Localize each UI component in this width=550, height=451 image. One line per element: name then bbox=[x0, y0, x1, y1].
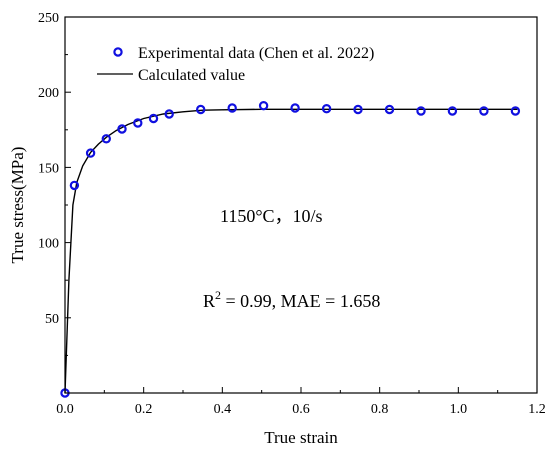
x-axis-title: True strain bbox=[264, 428, 338, 447]
experimental-data-point bbox=[321, 103, 332, 114]
legend-label-calculated: Calculated value bbox=[138, 67, 245, 84]
x-tick-label: 1.2 bbox=[528, 402, 546, 417]
experimental-data-point bbox=[510, 106, 521, 116]
x-tick-label: 0.4 bbox=[214, 402, 232, 417]
legend-label-experimental: Experimental data (Chen et al. 2022) bbox=[138, 45, 374, 62]
x-tick-label: 0.2 bbox=[135, 402, 153, 417]
experimental-data-point bbox=[479, 106, 489, 116]
y-tick-label: 150 bbox=[38, 161, 59, 176]
experimental-data-point bbox=[227, 103, 237, 113]
x-tick-label: 1.0 bbox=[450, 402, 468, 417]
y-tick-label: 250 bbox=[38, 11, 59, 26]
experimental-data-point bbox=[258, 100, 269, 111]
experimental-data-point bbox=[353, 104, 363, 115]
experimental-data-point bbox=[133, 118, 143, 128]
fit-metrics-values: = 0.99, MAE = 1.658 bbox=[221, 291, 380, 311]
experimental-data-point bbox=[384, 104, 395, 115]
calculated-value-line bbox=[64, 108, 518, 394]
y-tick-label: 50 bbox=[45, 312, 59, 327]
experimental-data-point bbox=[164, 109, 174, 119]
experimental-data-point bbox=[447, 106, 458, 116]
y-axis-title: True stress(MPa) bbox=[8, 147, 27, 264]
experimental-data-point bbox=[69, 180, 80, 191]
experimental-data-point bbox=[148, 113, 159, 124]
plot-layer bbox=[60, 100, 521, 398]
r-symbol: R bbox=[203, 291, 215, 311]
r-superscript: 2 bbox=[215, 288, 221, 302]
experimental-data-point bbox=[195, 104, 206, 115]
ticks-layer: 0.0 0.2 0.4 0.6 0.8 1.0 1.2 50 100 150 200 250 bbox=[38, 11, 546, 417]
y-tick-label: 200 bbox=[38, 86, 59, 101]
experimental-data-point bbox=[85, 148, 96, 158]
x-tick-label: 0.6 bbox=[292, 402, 310, 417]
experimental-data-point bbox=[101, 134, 112, 144]
experimental-data-point bbox=[290, 103, 300, 113]
fit-metrics-annotation: R2 = 0.99, MAE = 1.658 bbox=[203, 288, 380, 311]
experimental-data-point bbox=[416, 106, 426, 116]
legend-marker-experimental bbox=[113, 47, 123, 57]
x-tick-label: 0.0 bbox=[56, 402, 74, 417]
experimental-data-point bbox=[117, 124, 127, 134]
x-tick-label: 0.8 bbox=[371, 402, 389, 417]
y-tick-label: 100 bbox=[38, 237, 59, 252]
condition-annotation: 1150°C，10/s bbox=[220, 206, 323, 226]
legend: Experimental data (Chen et al. 2022) Cal… bbox=[97, 45, 374, 84]
